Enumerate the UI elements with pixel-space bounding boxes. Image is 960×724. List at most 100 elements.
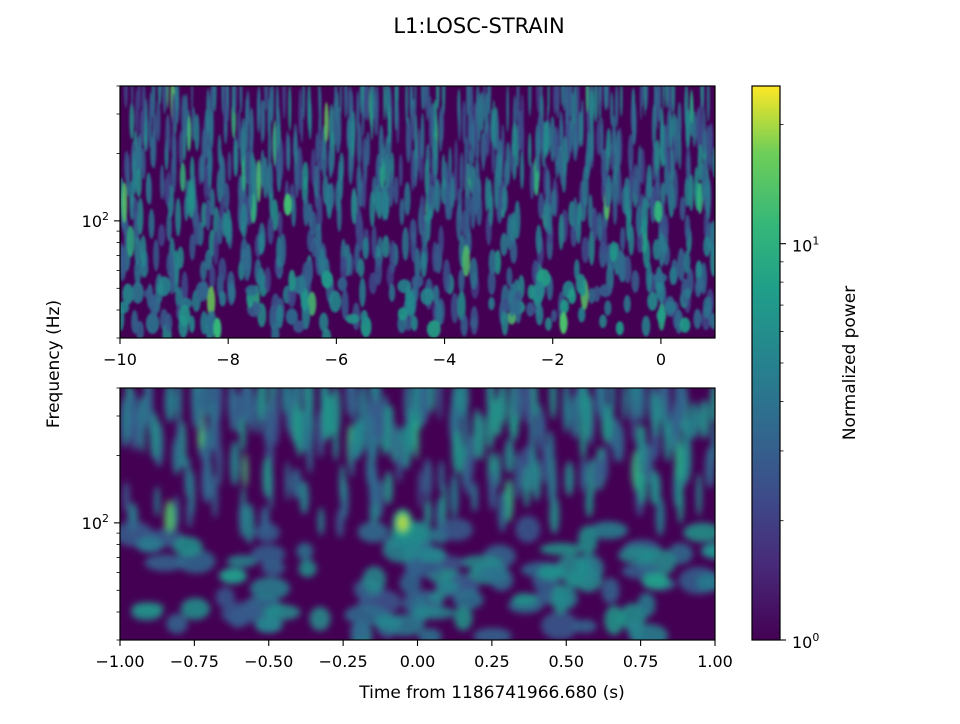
- bottom-power-blob: [226, 554, 258, 568]
- top-power-blob: [678, 131, 682, 170]
- top-power-blob: [572, 196, 578, 232]
- bottom-power-blob: [609, 388, 616, 420]
- top-power-blob: [374, 184, 380, 214]
- top-power-blob: [316, 162, 321, 200]
- bottom-power-blob: [438, 460, 445, 493]
- top-power-blob: [244, 150, 251, 185]
- top-power-blob: [640, 147, 646, 186]
- bottom-power-blob: [679, 388, 686, 424]
- top-power-blob: [663, 124, 668, 162]
- top-power-blob: [156, 98, 161, 142]
- top-power-peak: [654, 200, 663, 223]
- top-power-blob: [302, 161, 309, 190]
- bottom-power-blob: [240, 388, 251, 423]
- top-power-blob: [611, 114, 616, 156]
- bottom-power-blob: [602, 445, 609, 481]
- bottom-power-blob: [428, 590, 446, 604]
- top-power-blob: [411, 105, 416, 142]
- top-power-blob: [298, 88, 302, 135]
- top-power-blob: [647, 291, 658, 311]
- bottom-power-blob: [137, 399, 144, 449]
- top-power-blob: [475, 86, 480, 121]
- top-power-blob: [341, 288, 349, 321]
- top-power-blob: [565, 86, 569, 126]
- bottom-power-blob: [291, 467, 302, 500]
- top-power-blob: [456, 203, 462, 241]
- top-power-blob: [134, 258, 142, 286]
- top-power-blob: [545, 169, 551, 201]
- top-power-blob: [191, 86, 194, 115]
- top-power-blob: [581, 236, 590, 264]
- top-power-blob: [481, 136, 486, 171]
- top-power-blob: [209, 264, 216, 290]
- bottom-power-blob: [244, 503, 255, 544]
- top-power-blob: [428, 113, 432, 149]
- top-power-blob: [409, 218, 417, 244]
- top-power-blob: [420, 287, 434, 306]
- bottom-power-blob: [541, 444, 549, 484]
- top-power-blob: [535, 224, 542, 254]
- top-power-blob: [328, 182, 335, 210]
- x-tick-label: 0: [656, 350, 666, 369]
- top-power-blob: [535, 303, 544, 326]
- bottom-power-blob: [604, 605, 624, 636]
- top-power-blob: [693, 308, 702, 330]
- top-power-blob: [324, 101, 329, 142]
- top-power-blob: [462, 100, 467, 145]
- top-power-blob: [181, 271, 189, 304]
- bottom-power-blob: [617, 546, 657, 564]
- bottom-power-blob: [251, 544, 286, 564]
- top-power-blob: [329, 290, 342, 313]
- top-power-blob: [432, 284, 440, 305]
- top-power-blob: [664, 301, 677, 314]
- top-power-blob: [457, 95, 461, 141]
- top-power-blob: [309, 211, 317, 236]
- top-power-blob: [645, 261, 652, 293]
- x-tick-label: −8: [216, 350, 240, 369]
- top-power-blob: [494, 112, 500, 152]
- top-power-blob: [272, 119, 277, 167]
- top-power-blob: [166, 86, 169, 109]
- bottom-power-blob: [612, 417, 622, 463]
- top-power-blob: [406, 123, 412, 158]
- bottom-power-blob: [536, 410, 546, 451]
- top-power-blob: [488, 249, 497, 276]
- bottom-power-blob: [354, 418, 365, 457]
- top-power-blob: [144, 288, 153, 299]
- bottom-power-blob: [452, 590, 484, 610]
- bottom-power-blob: [254, 617, 283, 634]
- top-power-blob: [598, 86, 601, 106]
- bottom-power-blob: [651, 471, 661, 505]
- top-power-blob: [617, 249, 626, 282]
- top-power-blob: [659, 107, 664, 150]
- top-power-blob: [302, 86, 306, 120]
- top-power-blob: [511, 122, 517, 158]
- top-power-blob: [286, 134, 291, 172]
- bottom-panel: −1.00 −0.75 −0.50 −0.25 0.00 0.25 0.50 0.75 1.00…: [82, 387, 733, 671]
- top-power-blob: [669, 112, 673, 150]
- top-power-blob: [120, 254, 127, 281]
- top-power-blob: [606, 127, 612, 159]
- top-power-blob: [500, 232, 508, 257]
- top-power-blob: [696, 276, 704, 293]
- bottom-power-blob: [487, 388, 495, 424]
- top-power-blob: [544, 120, 548, 159]
- bottom-power-blob: [122, 481, 130, 512]
- bottom-power-blob: [436, 388, 443, 421]
- top-power-blob: [371, 225, 377, 259]
- top-power-blob: [632, 163, 639, 196]
- bottom-power-blob: [537, 564, 566, 581]
- top-power-blob: [375, 153, 381, 190]
- y-axis-label: Frequency (Hz): [44, 300, 64, 428]
- x-tick-label: 0.25: [474, 652, 510, 671]
- top-power-blob: [610, 91, 614, 126]
- top-power-blob: [260, 99, 265, 144]
- top-power-blob: [553, 126, 559, 162]
- top-power-blob: [614, 86, 619, 128]
- top-power-blob: [539, 111, 544, 148]
- top-power-peak: [559, 312, 568, 335]
- top-power-blob: [207, 286, 216, 318]
- top-power-blob: [600, 117, 604, 162]
- top-power-blob: [222, 86, 228, 125]
